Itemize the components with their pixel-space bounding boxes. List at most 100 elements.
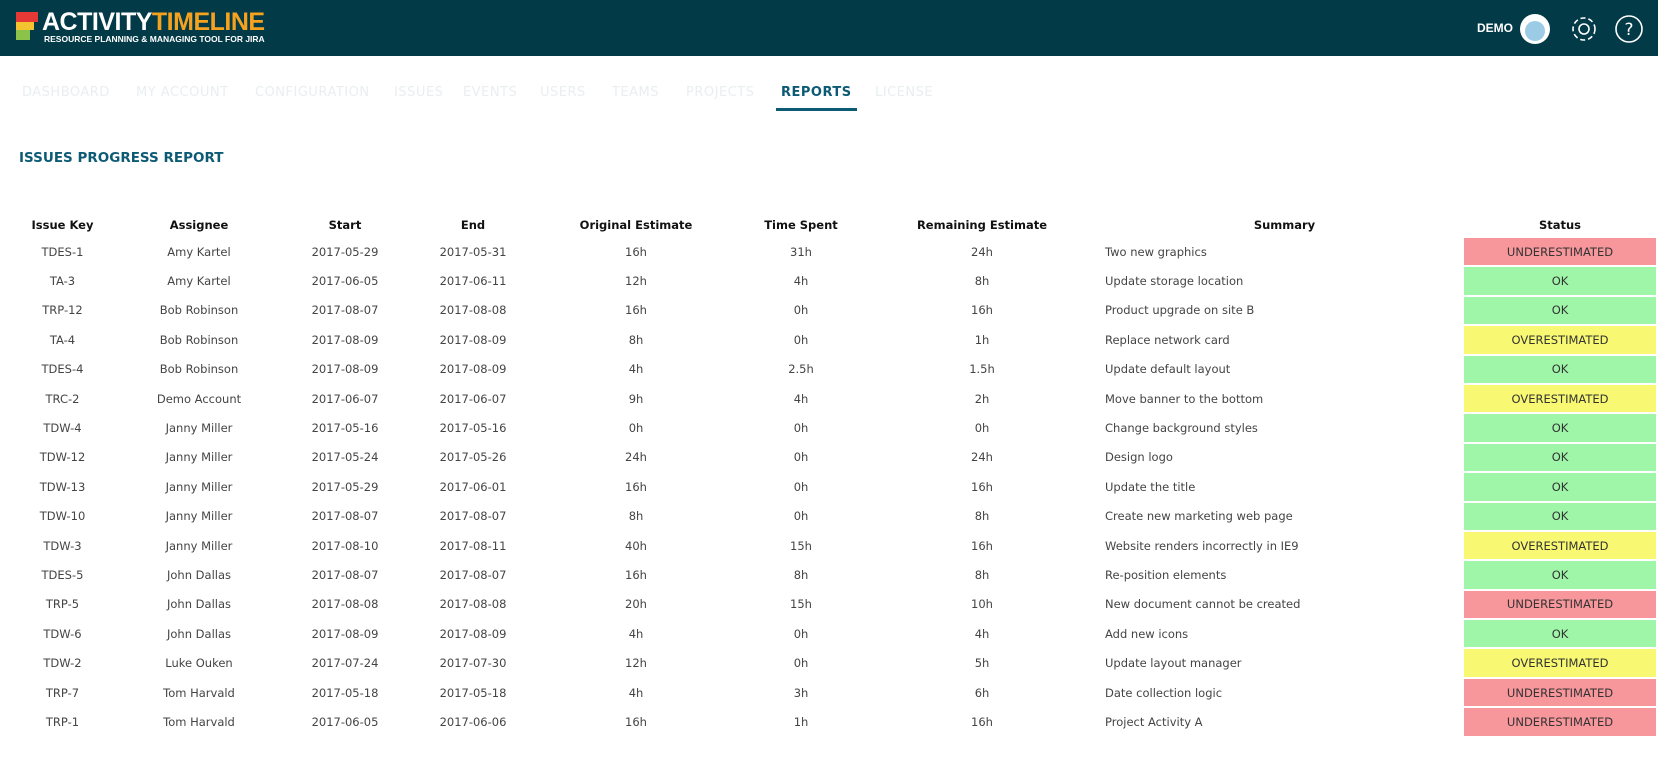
table-row: TRP-12 Bob Robinson 2017-08-07 2017-08-08 16… (0, 295, 1656, 327)
table-cell: 0h (743, 619, 859, 650)
brand: ACTIVITYTIMELINE (42, 8, 265, 37)
status-cell: UNDERESTIMATED (1464, 677, 1656, 709)
table-cell: 2017-08-09 (273, 619, 417, 650)
table-cell: Replace network card (1105, 325, 1464, 356)
table-cell: 0h (743, 648, 859, 679)
table-row: TDW-3 Janny Miller 2017-08-10 2017-08-11 40h… (0, 530, 1656, 562)
table-cell: TRP-7 (0, 677, 125, 709)
table-cell: 12h (529, 266, 743, 297)
table-cell: 4h (529, 354, 743, 385)
table-cell: 2017-05-18 (273, 677, 417, 709)
table-cell: 2017-05-18 (417, 677, 529, 709)
table-cell: 4h (743, 266, 859, 297)
status-cell: UNDERESTIMATED (1464, 707, 1656, 738)
table-cell: 2017-07-30 (417, 648, 529, 679)
nav-tab[interactable]: PROJECTS (686, 85, 755, 100)
table-cell: 1.5h (859, 354, 1105, 385)
table-cell: Janny Miller (125, 530, 273, 562)
column-header: Assignee (169, 218, 229, 232)
table-cell: 6h (859, 677, 1105, 709)
table-cell: TDW-2 (0, 648, 125, 679)
table-row: TDW-4 Janny Miller 2017-05-16 2017-05-16 0h 0… (0, 413, 1656, 444)
table-cell: Change background styles (1105, 413, 1464, 444)
status-cell: OVERESTIMATED (1464, 325, 1656, 356)
table-cell: Project Activity A (1105, 707, 1464, 738)
table-row: TDES-4 Bob Robinson 2017-08-09 2017-08-09 4h… (0, 354, 1656, 385)
table-row: TRP-1 Tom Harvald 2017-06-05 2017-06-06 16h 1… (0, 707, 1656, 738)
table-cell: TRP-12 (0, 295, 125, 327)
help-icon[interactable]: ? (1615, 15, 1643, 43)
table-cell: 15h (743, 589, 859, 621)
table-cell: 24h (859, 238, 1105, 268)
user-name[interactable]: DEMO (1477, 21, 1513, 35)
table-row: TDW-10 Janny Miller 2017-08-07 2017-08-07 8h… (0, 501, 1656, 532)
status-cell: OVERESTIMATED (1464, 530, 1656, 562)
nav-tab[interactable]: MY ACCOUNT (136, 85, 229, 100)
table-row: TDES-5 John Dallas 2017-08-07 2017-08-07 16h… (0, 560, 1656, 591)
table-cell: 31h (743, 238, 859, 268)
nav-tab[interactable]: USERS (540, 85, 586, 100)
status-cell: OK (1464, 619, 1656, 650)
table-cell: 0h (743, 413, 859, 444)
table-cell: TRP-5 (0, 589, 125, 621)
table-cell: 2017-05-31 (417, 238, 529, 268)
table-cell: Tom Harvald (125, 707, 273, 738)
table-cell: Website renders incorrectly in IE9 (1105, 530, 1464, 562)
nav-tab[interactable]: REPORTS (776, 85, 857, 111)
table-cell: 0h (859, 413, 1105, 444)
table-cell: 4h (743, 383, 859, 415)
table-cell: Janny Miller (125, 442, 273, 474)
table-row: TRP-7 Tom Harvald 2017-05-18 2017-05-18 4h 3h… (0, 677, 1656, 709)
table-cell: 3h (743, 677, 859, 709)
table-cell: 2.5h (743, 354, 859, 385)
table-cell: TDW-12 (0, 442, 125, 474)
nav-tab[interactable]: LICENSE (875, 85, 934, 100)
table-cell: 20h (529, 589, 743, 621)
table-cell: TDES-4 (0, 354, 125, 385)
avatar[interactable] (1520, 14, 1550, 44)
table-cell: 8h (529, 325, 743, 356)
table-cell: 16h (859, 707, 1105, 738)
table-cell: Update default layout (1105, 354, 1464, 385)
table-cell: Bob Robinson (125, 295, 273, 327)
nav-tab[interactable]: EVENTS (463, 85, 518, 100)
table-cell: TDW-13 (0, 472, 125, 503)
table-cell: 4h (529, 619, 743, 650)
column-header: Summary (1253, 218, 1316, 232)
table-cell: 2017-05-29 (273, 238, 417, 268)
top-bar: ACTIVITYTIMELINE RESOURCE PLANNING & MAN… (0, 0, 1658, 56)
table-cell: Bob Robinson (125, 325, 273, 356)
table-cell: 16h (529, 707, 743, 738)
status-cell: OK (1464, 442, 1656, 474)
nav-tab[interactable]: DASHBOARD (22, 85, 110, 100)
nav-tab[interactable]: CONFIGURATION (255, 85, 370, 100)
report-table: Issue Key Assignee Start End Original Estima… (0, 212, 1656, 738)
table-cell: 16h (529, 560, 743, 591)
settings-icon[interactable] (1572, 17, 1596, 41)
tagline: RESOURCE PLANNING & MANAGING TOOL FOR JI… (44, 34, 265, 44)
table-cell: 2017-05-26 (417, 442, 529, 474)
status-cell: OVERESTIMATED (1464, 383, 1656, 415)
table-cell: 2017-06-11 (417, 266, 529, 297)
table-cell: 2017-06-05 (273, 266, 417, 297)
table-cell: 10h (859, 589, 1105, 621)
table-cell: TA-4 (0, 325, 125, 356)
table-cell: 2017-08-08 (417, 295, 529, 327)
table-cell: 2017-08-07 (273, 560, 417, 591)
table-cell: 2017-08-10 (273, 530, 417, 562)
table-cell: Demo Account (125, 383, 273, 415)
table-cell: 2017-07-24 (273, 648, 417, 679)
table-cell: Update storage location (1105, 266, 1464, 297)
table-cell: 24h (859, 442, 1105, 474)
table-cell: TDW-3 (0, 530, 125, 562)
nav-tab[interactable]: TEAMS (612, 85, 660, 100)
table-cell: 2017-08-09 (417, 354, 529, 385)
table-cell: 12h (529, 648, 743, 679)
nav-tab[interactable]: ISSUES (394, 85, 444, 100)
table-cell: 2017-06-05 (273, 707, 417, 738)
table-body: TDES-1 Amy Kartel 2017-05-29 2017-05-31 16h 3… (0, 238, 1656, 738)
status-cell: UNDERESTIMATED (1464, 589, 1656, 621)
table-cell: TRP-1 (0, 707, 125, 738)
